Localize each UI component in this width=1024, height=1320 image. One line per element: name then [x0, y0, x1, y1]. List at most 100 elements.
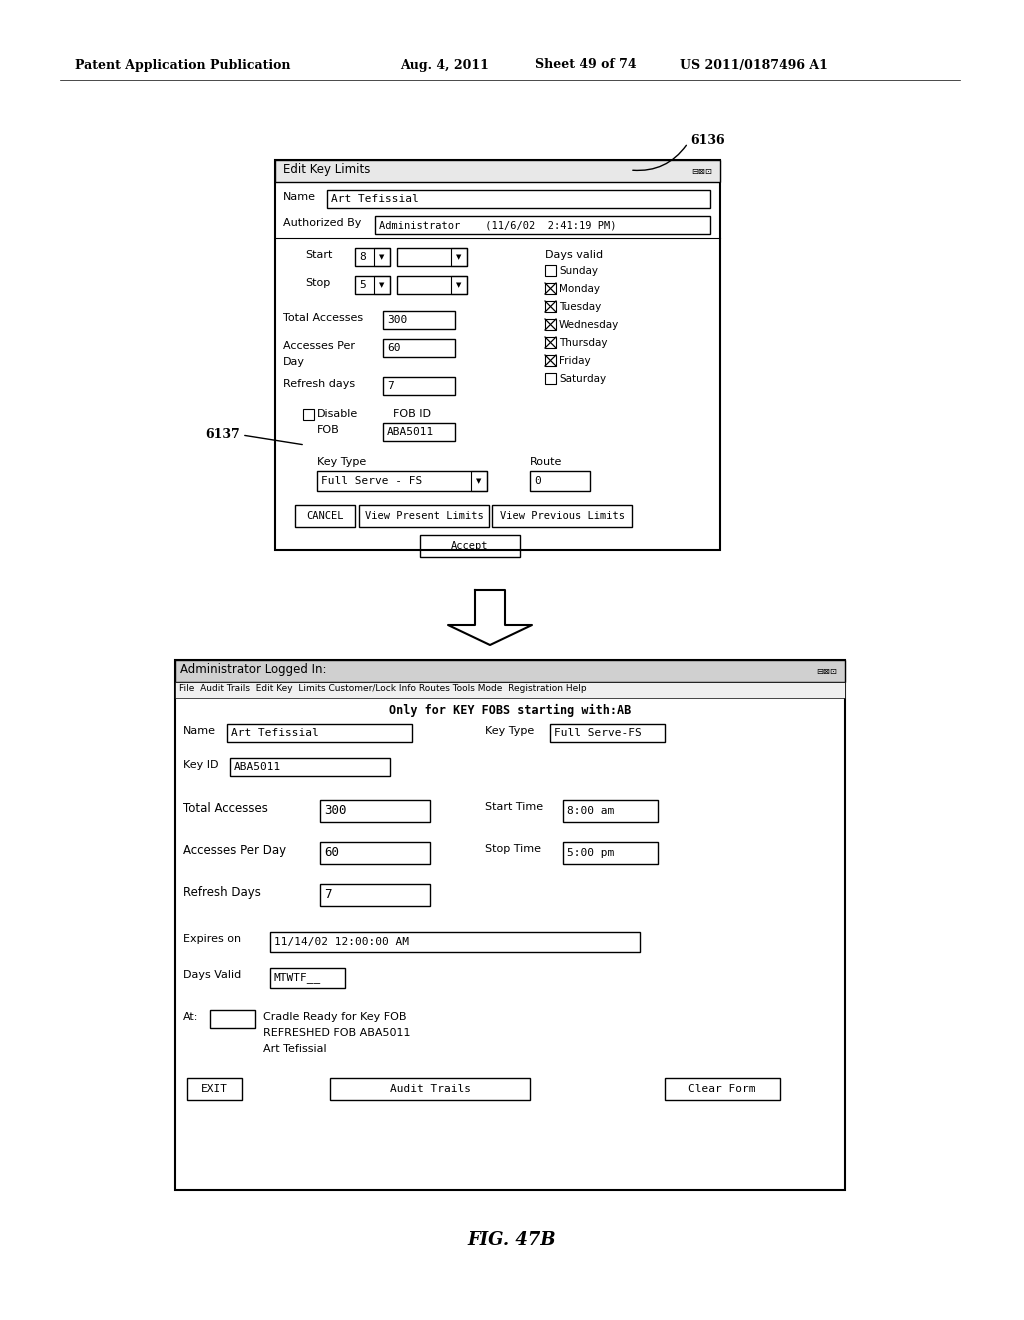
Text: FOB ID: FOB ID [393, 409, 431, 418]
Bar [545, 301, 556, 312]
Bar [665, 1078, 780, 1100]
Bar [550, 723, 665, 742]
Text: File  Audit Trails  Edit Key  Limits Customer/Lock Info Routes Tools Mode  Regis: File Audit Trails Edit Key Limits Custom… [179, 684, 587, 693]
Text: Start Time: Start Time [485, 803, 543, 812]
Bar [210, 1010, 255, 1028]
Bar [275, 160, 720, 550]
Bar [175, 660, 845, 1191]
Text: EXIT: EXIT [201, 1084, 227, 1094]
Text: ⊟⊠⊡: ⊟⊠⊡ [816, 667, 837, 676]
Text: Total Accesses: Total Accesses [283, 313, 364, 323]
Bar [295, 506, 355, 527]
Text: Accesses Per: Accesses Per [283, 341, 355, 351]
Text: Full Serve-FS: Full Serve-FS [554, 729, 642, 738]
Text: Cradle Ready for Key FOB: Cradle Ready for Key FOB [263, 1012, 407, 1022]
Text: Key Type: Key Type [317, 457, 367, 467]
Text: Refresh days: Refresh days [283, 379, 355, 389]
Text: Stop Time: Stop Time [485, 843, 541, 854]
Text: FOB: FOB [317, 425, 340, 436]
Text: Key Type: Key Type [485, 726, 535, 737]
Bar [303, 409, 314, 420]
Bar [545, 374, 556, 384]
Text: ▼: ▼ [379, 253, 385, 260]
Text: Days Valid: Days Valid [183, 970, 242, 979]
Text: Audit Trails: Audit Trails [389, 1084, 470, 1094]
Text: Sheet 49 of 74: Sheet 49 of 74 [535, 58, 637, 71]
Text: US 2011/0187496 A1: US 2011/0187496 A1 [680, 58, 827, 71]
Text: View Previous Limits: View Previous Limits [500, 511, 625, 521]
Bar [374, 248, 390, 267]
Text: 60: 60 [387, 343, 400, 352]
Text: ▼: ▼ [379, 282, 385, 288]
Text: Patent Application Publication: Patent Application Publication [75, 58, 291, 71]
Text: ▼: ▼ [457, 253, 462, 260]
Text: 7: 7 [324, 888, 332, 902]
Text: REFRESHED FOB ABA5011: REFRESHED FOB ABA5011 [263, 1028, 411, 1038]
Text: Wednesday: Wednesday [559, 319, 620, 330]
Text: 6136: 6136 [690, 133, 725, 147]
Bar [563, 800, 658, 822]
Bar [319, 884, 430, 906]
Text: Aug. 4, 2011: Aug. 4, 2011 [400, 58, 488, 71]
Bar [319, 842, 430, 865]
Text: 11/14/02 12:00:00 AM: 11/14/02 12:00:00 AM [274, 937, 409, 946]
Bar [530, 471, 590, 491]
Bar [451, 248, 467, 267]
Text: 7: 7 [387, 381, 394, 391]
Bar [270, 968, 345, 987]
Text: Name: Name [183, 726, 216, 737]
Bar [187, 1078, 242, 1100]
Text: Disable: Disable [317, 409, 358, 418]
Bar [383, 422, 455, 441]
Bar [359, 506, 489, 527]
Bar [355, 248, 390, 267]
Bar [545, 282, 556, 294]
Bar [355, 276, 390, 294]
Text: ▼: ▼ [457, 282, 462, 288]
Bar [319, 800, 430, 822]
Bar [175, 682, 845, 698]
Bar [375, 216, 710, 234]
Bar [545, 355, 556, 366]
Text: Art Tefissial: Art Tefissial [231, 729, 318, 738]
Bar [383, 378, 455, 395]
Text: Art Tefissial: Art Tefissial [331, 194, 419, 205]
Text: MTWTF__: MTWTF__ [274, 973, 322, 983]
Bar [227, 723, 412, 742]
Text: 5: 5 [359, 280, 366, 290]
Text: View Present Limits: View Present Limits [365, 511, 483, 521]
Bar [275, 160, 720, 182]
Text: Clear Form: Clear Form [688, 1084, 756, 1094]
Text: 0: 0 [534, 477, 541, 486]
Text: ABA5011: ABA5011 [234, 762, 282, 772]
Text: 8: 8 [359, 252, 366, 261]
Text: At:: At: [183, 1012, 199, 1022]
Text: Administrator    (11/6/02  2:41:19 PM): Administrator (11/6/02 2:41:19 PM) [379, 220, 616, 230]
Text: ▼: ▼ [476, 478, 481, 484]
Bar [270, 932, 640, 952]
Text: 6137: 6137 [205, 429, 240, 441]
Text: 8:00 am: 8:00 am [567, 807, 614, 816]
Text: Friday: Friday [559, 356, 591, 366]
Text: Day: Day [283, 356, 305, 367]
Text: Administrator Logged In:: Administrator Logged In: [180, 663, 327, 676]
Bar [420, 535, 520, 557]
Text: Tuesday: Tuesday [559, 302, 601, 312]
Text: CANCEL: CANCEL [306, 511, 344, 521]
Text: Sunday: Sunday [559, 267, 598, 276]
Text: Route: Route [530, 457, 562, 467]
Bar [545, 265, 556, 276]
Text: Authorized By: Authorized By [283, 218, 361, 228]
Text: Saturday: Saturday [559, 374, 606, 384]
Bar [383, 312, 455, 329]
Bar [374, 276, 390, 294]
Text: ABA5011: ABA5011 [387, 426, 434, 437]
Bar [327, 190, 710, 209]
Text: Edit Key Limits: Edit Key Limits [283, 162, 371, 176]
Text: 5:00 pm: 5:00 pm [567, 847, 614, 858]
Text: Total Accesses: Total Accesses [183, 803, 268, 814]
Bar [492, 506, 632, 527]
Text: Start: Start [305, 249, 333, 260]
Text: Name: Name [283, 191, 316, 202]
Bar [230, 758, 390, 776]
